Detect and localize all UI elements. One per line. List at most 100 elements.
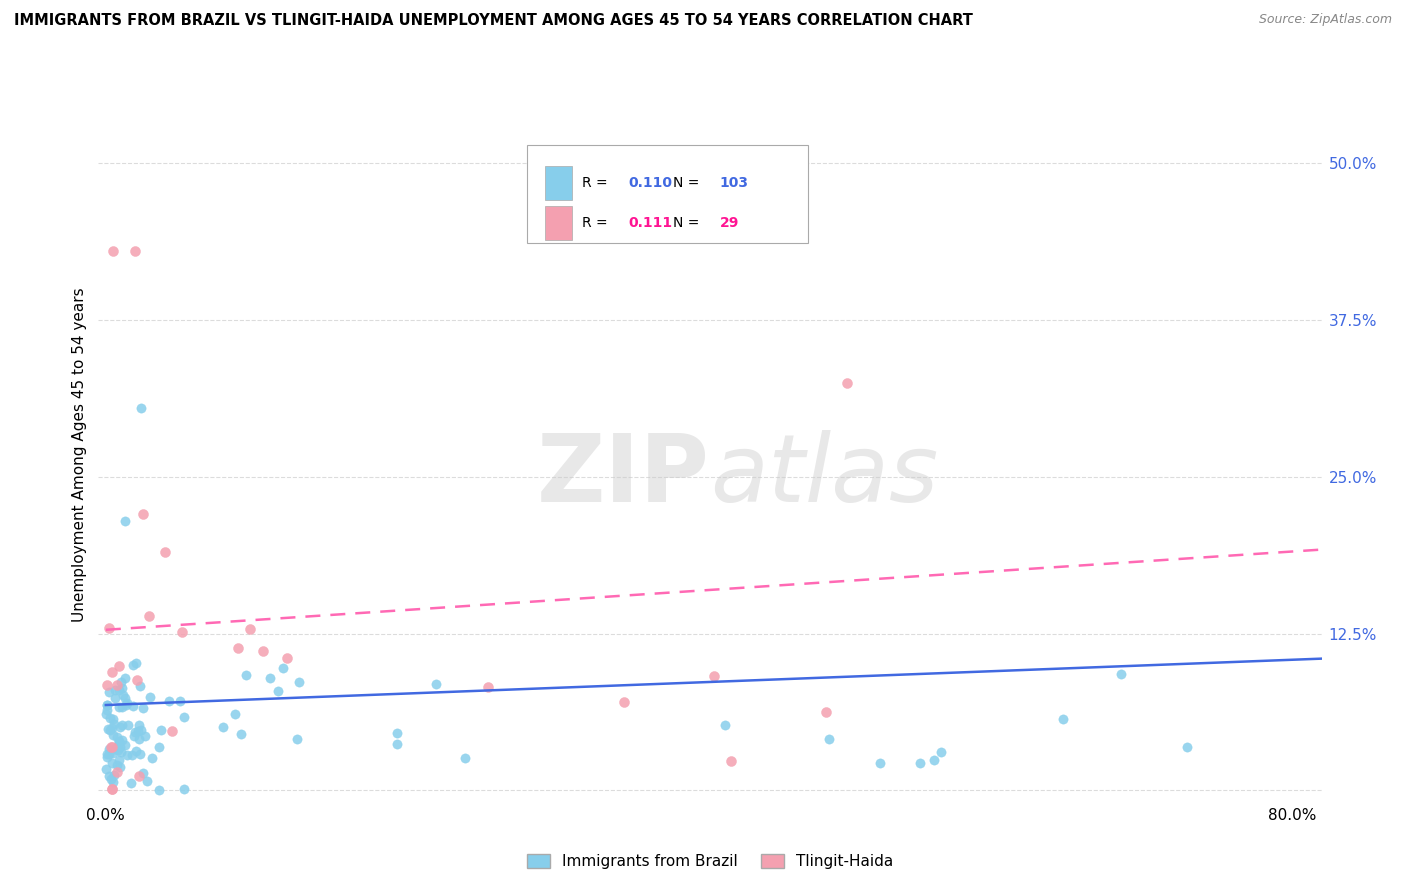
Point (226, 641, 249, 656)
Point (159, 694, 181, 708)
Point (108, 682, 131, 697)
Point (720, 754, 742, 768)
Point (108, 700, 131, 714)
Point (121, 747, 143, 762)
Point (149, 723, 172, 737)
Point (104, 691, 127, 706)
Point (612, 695, 634, 709)
Point (267, 684, 290, 698)
Point (129, 679, 152, 693)
Point (127, 723, 149, 738)
Point (122, 657, 145, 672)
Point (120, 775, 142, 789)
Point (98, 747, 121, 761)
Point (101, 728, 124, 742)
Point (141, 751, 163, 765)
Point (211, 720, 233, 734)
Point (128, 769, 150, 783)
Point (111, 700, 134, 714)
Point (922, 753, 945, 767)
Point (1109, 666, 1132, 681)
Point (94, 706, 117, 721)
Point (96, 698, 118, 712)
Text: 103: 103 (720, 176, 749, 190)
Point (114, 738, 136, 752)
Point (1175, 739, 1198, 754)
Point (96, 747, 118, 761)
Point (108, 734, 131, 748)
Point (110, 740, 132, 755)
Text: atlas: atlas (710, 430, 938, 521)
Point (125, 656, 148, 670)
Point (818, 732, 841, 747)
Point (1052, 712, 1074, 726)
Point (101, 756, 124, 771)
Point (94, 762, 117, 776)
Point (103, 717, 125, 731)
Point (114, 671, 136, 685)
Text: Source: ZipAtlas.com: Source: ZipAtlas.com (1258, 13, 1392, 27)
Point (100, 721, 122, 735)
Point (287, 732, 309, 747)
Point (112, 688, 135, 702)
Point (114, 690, 136, 705)
Point (104, 742, 127, 756)
Point (134, 729, 156, 743)
Point (110, 720, 132, 734)
Point (115, 696, 138, 710)
Point (107, 753, 129, 767)
Point (96, 703, 118, 717)
Point (131, 401, 153, 415)
Text: N =: N = (673, 176, 704, 190)
Point (111, 718, 134, 732)
Point (271, 661, 294, 675)
Point (105, 731, 128, 745)
Point (111, 681, 134, 696)
Point (128, 718, 150, 732)
Point (108, 734, 131, 748)
Point (97, 742, 120, 756)
Point (107, 658, 129, 673)
Point (96, 698, 118, 712)
Point (132, 765, 155, 780)
Point (121, 699, 143, 714)
Point (114, 514, 136, 528)
Text: R =: R = (582, 216, 612, 230)
Point (128, 747, 150, 762)
Point (224, 707, 246, 722)
Text: ZIP: ZIP (537, 430, 710, 522)
Point (101, 746, 124, 760)
Point (139, 690, 162, 704)
Point (100, 772, 122, 786)
Point (96, 678, 118, 692)
Point (97, 621, 120, 635)
Point (148, 782, 170, 797)
Point (101, 665, 124, 680)
Point (288, 675, 311, 690)
Point (124, 724, 146, 739)
Point (107, 743, 129, 757)
Point (101, 774, 124, 789)
Point (103, 244, 125, 259)
Point (713, 717, 735, 731)
Text: 0.111: 0.111 (628, 216, 672, 230)
Point (129, 723, 152, 738)
Text: 29: 29 (720, 216, 740, 230)
Point (153, 545, 176, 559)
Point (124, 244, 146, 259)
Point (115, 698, 138, 712)
Point (110, 733, 132, 747)
Point (98, 723, 121, 737)
Point (97, 685, 120, 699)
Point (172, 624, 194, 639)
Point (148, 739, 170, 754)
Point (132, 508, 155, 522)
Point (125, 673, 148, 687)
Point (100, 739, 122, 754)
FancyBboxPatch shape (526, 145, 808, 243)
Point (703, 669, 725, 683)
Point (117, 748, 139, 763)
Point (454, 751, 477, 765)
Point (259, 672, 281, 686)
Point (136, 773, 159, 788)
